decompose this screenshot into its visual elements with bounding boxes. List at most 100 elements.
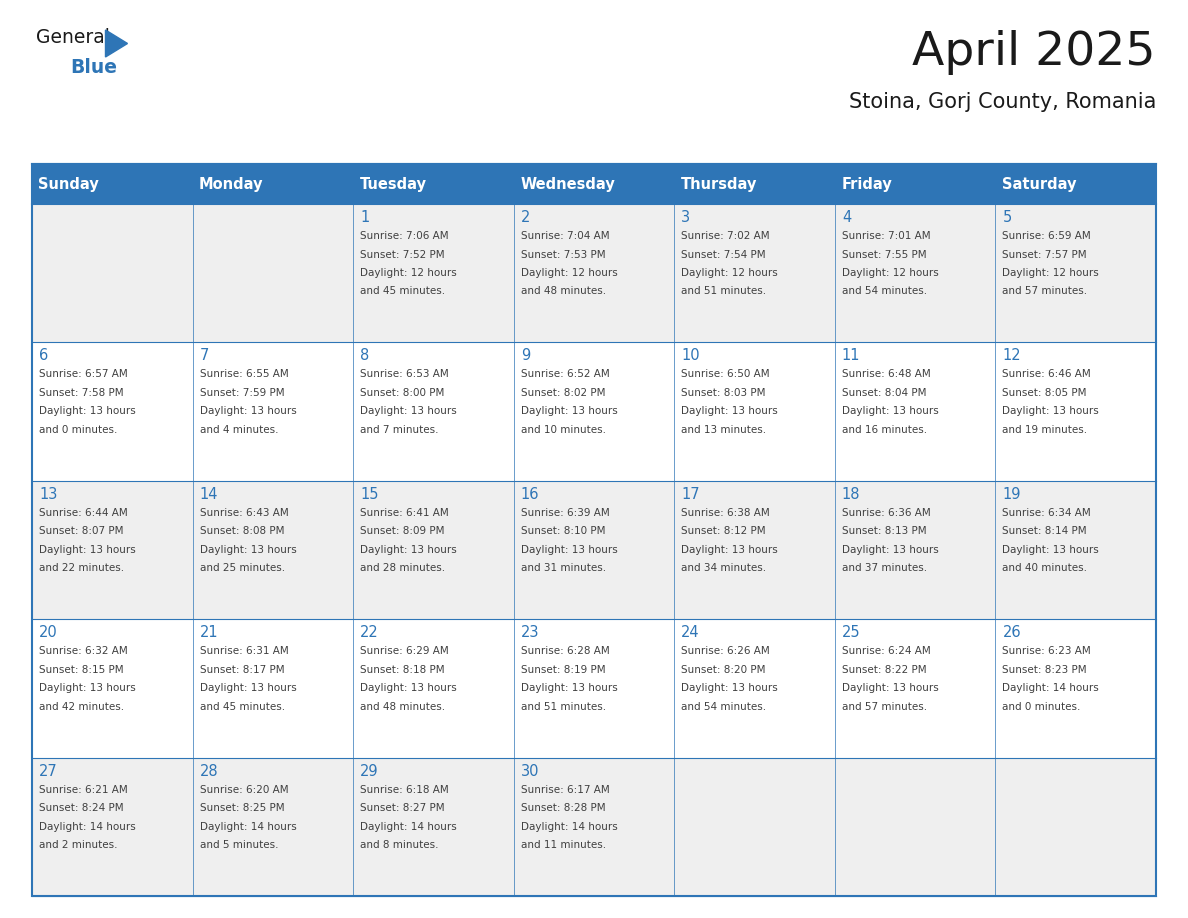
Text: Sunrise: 6:55 AM: Sunrise: 6:55 AM — [200, 369, 289, 379]
Bar — [675, 620, 835, 757]
Text: and 40 minutes.: and 40 minutes. — [1003, 564, 1087, 574]
Text: Daylight: 13 hours: Daylight: 13 hours — [200, 683, 296, 693]
Text: 3: 3 — [681, 210, 690, 225]
Bar — [835, 757, 996, 896]
Text: 17: 17 — [681, 487, 700, 502]
Bar — [32, 757, 192, 896]
Text: Sunset: 8:23 PM: Sunset: 8:23 PM — [1003, 665, 1087, 675]
Text: Sunrise: 6:36 AM: Sunrise: 6:36 AM — [842, 508, 930, 518]
Text: Sunset: 8:25 PM: Sunset: 8:25 PM — [200, 803, 284, 813]
Bar — [353, 620, 513, 757]
Text: Sunset: 8:05 PM: Sunset: 8:05 PM — [1003, 388, 1087, 397]
Text: Sunrise: 6:32 AM: Sunrise: 6:32 AM — [39, 646, 128, 656]
Bar — [675, 481, 835, 620]
Text: Sunrise: 6:44 AM: Sunrise: 6:44 AM — [39, 508, 128, 518]
Text: Sunset: 7:52 PM: Sunset: 7:52 PM — [360, 250, 444, 260]
Text: and 5 minutes.: and 5 minutes. — [200, 840, 278, 850]
Bar — [835, 342, 996, 481]
Text: 29: 29 — [360, 764, 379, 778]
Text: 2: 2 — [520, 210, 530, 225]
Text: and 51 minutes.: and 51 minutes. — [681, 286, 766, 297]
Text: Sunset: 8:24 PM: Sunset: 8:24 PM — [39, 803, 124, 813]
Text: 8: 8 — [360, 349, 369, 364]
Text: Daylight: 12 hours: Daylight: 12 hours — [520, 268, 618, 278]
Bar — [996, 620, 1156, 757]
Text: Daylight: 12 hours: Daylight: 12 hours — [681, 268, 778, 278]
Bar — [353, 164, 513, 204]
Text: Daylight: 13 hours: Daylight: 13 hours — [360, 683, 457, 693]
Text: Sunrise: 6:24 AM: Sunrise: 6:24 AM — [842, 646, 930, 656]
Text: and 22 minutes.: and 22 minutes. — [39, 564, 124, 574]
Text: Sunrise: 6:34 AM: Sunrise: 6:34 AM — [1003, 508, 1092, 518]
Text: 18: 18 — [842, 487, 860, 502]
Text: 14: 14 — [200, 487, 219, 502]
Bar — [32, 342, 192, 481]
Bar — [32, 164, 192, 204]
Text: Sunset: 8:18 PM: Sunset: 8:18 PM — [360, 665, 444, 675]
Text: Sunrise: 6:57 AM: Sunrise: 6:57 AM — [39, 369, 128, 379]
Text: Daylight: 12 hours: Daylight: 12 hours — [842, 268, 939, 278]
Text: 26: 26 — [1003, 625, 1020, 640]
Text: Sunrise: 6:59 AM: Sunrise: 6:59 AM — [1003, 231, 1092, 241]
Text: Daylight: 13 hours: Daylight: 13 hours — [842, 683, 939, 693]
Bar — [353, 204, 513, 342]
Text: Sunset: 8:28 PM: Sunset: 8:28 PM — [520, 803, 606, 813]
Text: Daylight: 12 hours: Daylight: 12 hours — [360, 268, 457, 278]
Text: Sunset: 8:22 PM: Sunset: 8:22 PM — [842, 665, 927, 675]
Text: Sunrise: 6:48 AM: Sunrise: 6:48 AM — [842, 369, 930, 379]
Text: and 0 minutes.: and 0 minutes. — [39, 425, 118, 435]
Text: Daylight: 13 hours: Daylight: 13 hours — [842, 407, 939, 417]
Text: 24: 24 — [681, 625, 700, 640]
Text: and 45 minutes.: and 45 minutes. — [200, 701, 285, 711]
Bar — [513, 620, 675, 757]
Text: Sunset: 7:55 PM: Sunset: 7:55 PM — [842, 250, 927, 260]
Bar — [996, 757, 1156, 896]
Bar — [353, 481, 513, 620]
Text: Daylight: 13 hours: Daylight: 13 hours — [200, 544, 296, 554]
Text: Sunrise: 6:29 AM: Sunrise: 6:29 AM — [360, 646, 449, 656]
Text: and 48 minutes.: and 48 minutes. — [520, 286, 606, 297]
Text: and 54 minutes.: and 54 minutes. — [842, 286, 927, 297]
Text: and 2 minutes.: and 2 minutes. — [39, 840, 118, 850]
Text: Sunrise: 6:17 AM: Sunrise: 6:17 AM — [520, 785, 609, 795]
Text: Thursday: Thursday — [681, 176, 757, 192]
Bar — [192, 757, 353, 896]
Text: Sunrise: 6:43 AM: Sunrise: 6:43 AM — [200, 508, 289, 518]
Text: Sunrise: 6:21 AM: Sunrise: 6:21 AM — [39, 785, 128, 795]
Text: and 0 minutes.: and 0 minutes. — [1003, 701, 1081, 711]
Text: Sunrise: 7:06 AM: Sunrise: 7:06 AM — [360, 231, 449, 241]
Text: Sunrise: 6:53 AM: Sunrise: 6:53 AM — [360, 369, 449, 379]
Text: 15: 15 — [360, 487, 379, 502]
Text: Sunday: Sunday — [38, 176, 99, 192]
Text: Sunset: 8:03 PM: Sunset: 8:03 PM — [681, 388, 766, 397]
Bar — [513, 757, 675, 896]
Bar — [513, 164, 675, 204]
Bar — [353, 342, 513, 481]
Bar — [192, 620, 353, 757]
Text: 21: 21 — [200, 625, 219, 640]
Text: 27: 27 — [39, 764, 58, 778]
Text: and 54 minutes.: and 54 minutes. — [681, 701, 766, 711]
Text: Daylight: 13 hours: Daylight: 13 hours — [520, 683, 618, 693]
Text: Sunset: 7:54 PM: Sunset: 7:54 PM — [681, 250, 766, 260]
Text: Daylight: 13 hours: Daylight: 13 hours — [39, 407, 135, 417]
Text: Sunset: 7:58 PM: Sunset: 7:58 PM — [39, 388, 124, 397]
Text: Sunrise: 6:38 AM: Sunrise: 6:38 AM — [681, 508, 770, 518]
Text: Daylight: 13 hours: Daylight: 13 hours — [1003, 407, 1099, 417]
Text: Daylight: 13 hours: Daylight: 13 hours — [681, 407, 778, 417]
Bar — [32, 164, 1156, 896]
Text: 5: 5 — [1003, 210, 1012, 225]
Text: Sunrise: 6:39 AM: Sunrise: 6:39 AM — [520, 508, 609, 518]
Bar — [353, 757, 513, 896]
Text: Friday: Friday — [841, 176, 892, 192]
Text: Sunset: 7:59 PM: Sunset: 7:59 PM — [200, 388, 284, 397]
Bar — [192, 481, 353, 620]
Bar — [192, 204, 353, 342]
Polygon shape — [106, 30, 127, 57]
Text: Daylight: 13 hours: Daylight: 13 hours — [520, 544, 618, 554]
Bar — [192, 164, 353, 204]
Text: and 8 minutes.: and 8 minutes. — [360, 840, 438, 850]
Text: Sunset: 7:53 PM: Sunset: 7:53 PM — [520, 250, 606, 260]
Text: Sunset: 8:20 PM: Sunset: 8:20 PM — [681, 665, 766, 675]
Text: Sunrise: 6:18 AM: Sunrise: 6:18 AM — [360, 785, 449, 795]
